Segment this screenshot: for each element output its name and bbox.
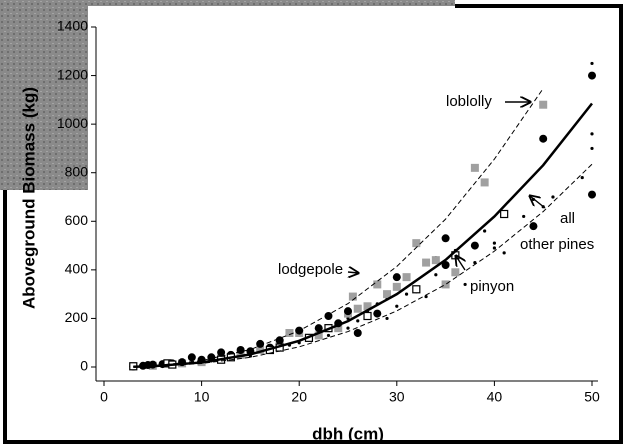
point xyxy=(441,280,450,289)
point xyxy=(470,241,479,250)
point xyxy=(353,329,362,337)
x-tick-label: 20 xyxy=(291,389,307,405)
point xyxy=(539,100,548,109)
point xyxy=(470,163,479,172)
point xyxy=(529,222,538,231)
point xyxy=(483,229,487,233)
point xyxy=(463,282,467,287)
x-tick-label: 0 xyxy=(100,389,108,405)
x-axis-label: dbh (cm) xyxy=(312,424,384,443)
point xyxy=(373,280,382,289)
annotation: other pines xyxy=(520,236,594,253)
point xyxy=(480,178,489,187)
point xyxy=(314,331,323,340)
point xyxy=(588,71,596,80)
point xyxy=(348,292,357,301)
annotation: all xyxy=(560,210,575,227)
point xyxy=(344,307,352,316)
point xyxy=(590,146,594,151)
point xyxy=(434,273,438,277)
y-tick-label: 1400 xyxy=(57,18,88,34)
annotation: lodgepole xyxy=(278,261,343,278)
point xyxy=(392,273,401,282)
point xyxy=(522,214,526,219)
point xyxy=(424,294,428,299)
annotation-arrow xyxy=(530,196,546,209)
point xyxy=(412,285,421,294)
point xyxy=(217,348,226,357)
y-axis-label: Aboveground Biomass (kg) xyxy=(19,87,38,309)
point xyxy=(431,256,440,265)
point xyxy=(588,190,596,199)
point xyxy=(346,326,350,330)
point xyxy=(363,311,372,321)
annotation: loblolly xyxy=(446,93,492,110)
frame xyxy=(3,4,623,444)
y-tick-label: 0 xyxy=(80,358,88,374)
point xyxy=(404,292,409,296)
y-tick-label: 400 xyxy=(65,261,89,277)
x-tick-label: 10 xyxy=(194,389,210,405)
point xyxy=(551,195,555,199)
point xyxy=(502,251,506,255)
point xyxy=(441,234,450,243)
plot: 0 200 400 600 800 1000 1200 1400 0 10 20 30 40 50 lobl… xyxy=(57,18,600,405)
point xyxy=(492,241,496,245)
point xyxy=(412,239,421,248)
point xyxy=(539,134,548,143)
x-tick-label: 30 xyxy=(389,389,405,405)
point xyxy=(383,290,392,299)
point xyxy=(580,175,584,180)
point xyxy=(334,324,343,333)
point xyxy=(314,324,323,333)
point xyxy=(256,346,265,354)
point xyxy=(385,316,389,321)
annotation-arrow xyxy=(456,256,465,271)
point xyxy=(402,273,411,282)
point xyxy=(256,339,265,348)
x-tick-label: 40 xyxy=(487,389,503,405)
bound-line xyxy=(133,163,593,368)
point xyxy=(500,209,509,219)
point xyxy=(422,258,431,267)
point xyxy=(590,132,594,136)
point xyxy=(324,312,333,320)
point xyxy=(395,304,399,308)
point xyxy=(590,61,594,66)
y-tick-label: 200 xyxy=(65,309,89,325)
annotation: pinyon xyxy=(470,278,514,295)
annotation-arrow xyxy=(348,272,358,273)
fit-line xyxy=(133,102,593,369)
point xyxy=(356,319,360,323)
point xyxy=(346,316,350,321)
point xyxy=(363,302,372,311)
point xyxy=(451,268,460,277)
background-photo xyxy=(0,0,455,190)
point xyxy=(187,353,196,362)
y-tick-label: 1200 xyxy=(57,66,88,82)
point xyxy=(492,246,496,250)
y-tick-label: 1000 xyxy=(57,115,88,131)
point xyxy=(373,309,382,318)
point xyxy=(353,304,362,313)
point xyxy=(326,333,331,338)
y-tick-label: 600 xyxy=(65,212,89,228)
x-tick-label: 50 xyxy=(584,389,600,405)
point xyxy=(275,336,284,345)
y-tick-label: 800 xyxy=(65,163,89,179)
point xyxy=(441,261,450,269)
point xyxy=(285,329,294,337)
point xyxy=(392,282,401,291)
